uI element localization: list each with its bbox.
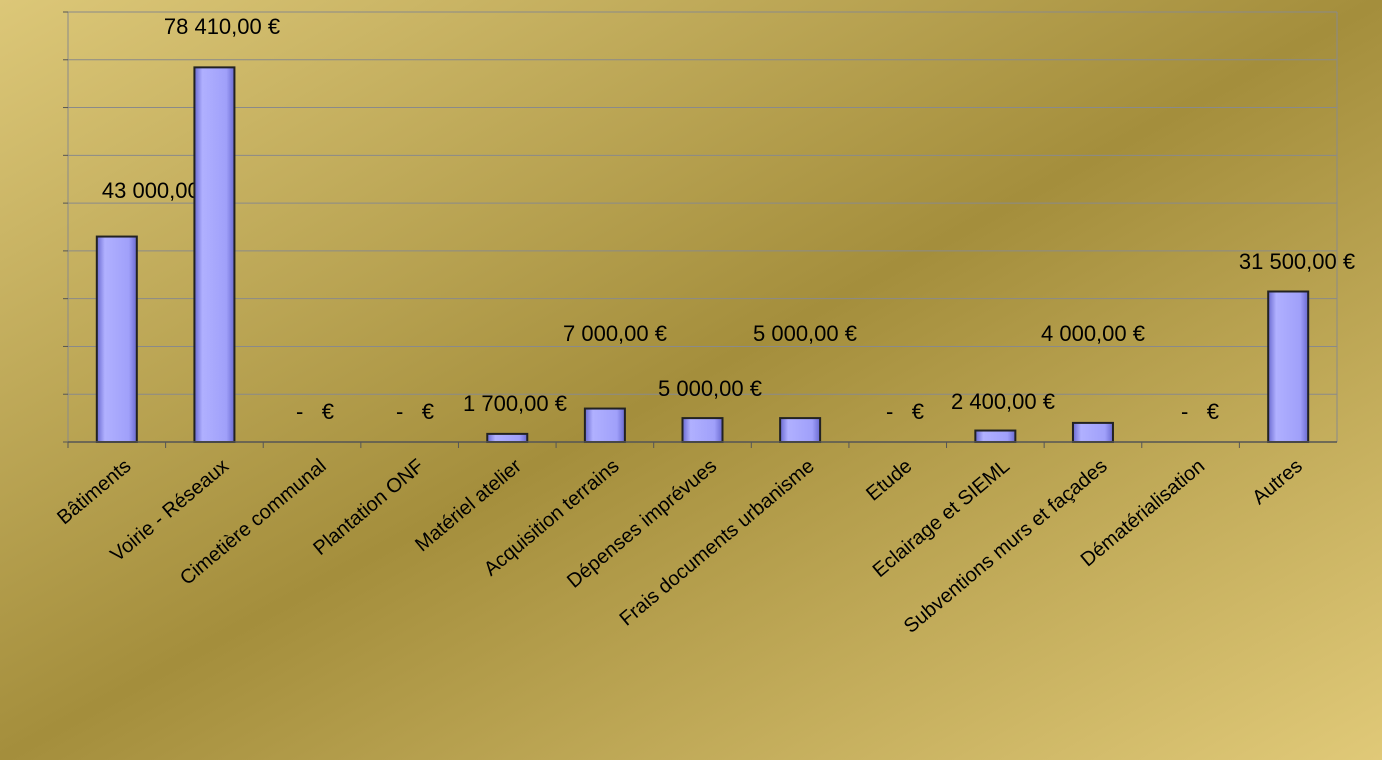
- data-label: 78 410,00 €: [164, 14, 280, 39]
- bar: [95, 235, 138, 443]
- data-label: - €: [886, 399, 924, 424]
- bar: [1267, 290, 1310, 443]
- data-label: - €: [296, 399, 334, 424]
- bar: [583, 407, 626, 443]
- bar: [681, 417, 724, 444]
- data-label: 7 000,00 €: [563, 321, 667, 346]
- data-label: 1 700,00 €: [463, 391, 567, 416]
- bar: [974, 429, 1017, 443]
- bar: [193, 66, 236, 443]
- bar: [779, 417, 822, 444]
- data-label: - €: [396, 399, 434, 424]
- data-label: 2 400,00 €: [951, 389, 1055, 414]
- bar: [1071, 421, 1114, 443]
- data-label: 5 000,00 €: [658, 376, 762, 401]
- bar: [486, 432, 529, 443]
- data-label: 5 000,00 €: [753, 321, 857, 346]
- data-label: 31 500,00 €: [1239, 249, 1355, 274]
- data-label: - €: [1181, 399, 1219, 424]
- data-label: 4 000,00 €: [1041, 321, 1145, 346]
